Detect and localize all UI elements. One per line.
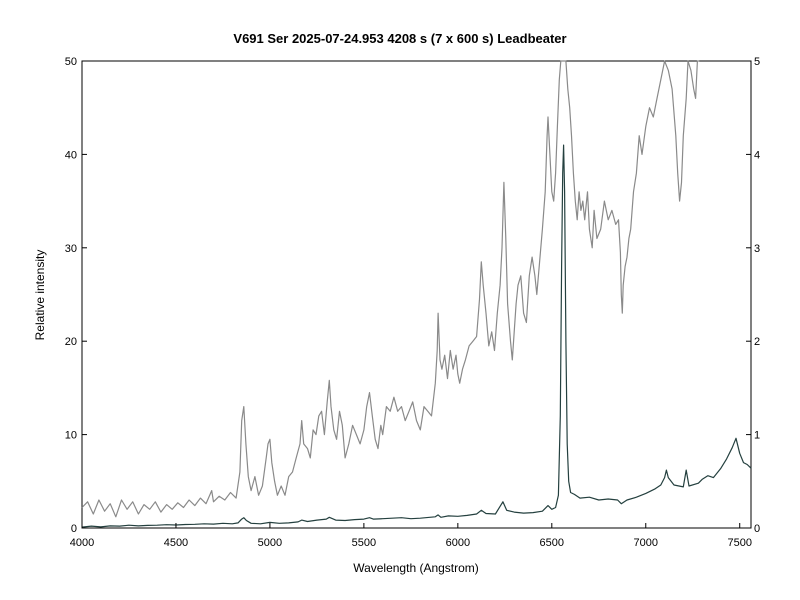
y-tick-label: 0 <box>71 523 77 535</box>
y-axis-label: Relative intensity <box>33 250 47 341</box>
x-tick-label: 5500 <box>352 537 376 549</box>
y2-tick-label: 0 <box>754 523 760 535</box>
x-tick-label: 5000 <box>258 537 282 549</box>
y2-tick-label: 5 <box>754 56 760 68</box>
x-tick-label: 4000 <box>70 537 94 549</box>
chart-title: V691 Ser 2025-07-24.953 4208 s (7 x 600 … <box>233 31 566 46</box>
x-tick-label: 7000 <box>634 537 658 549</box>
y-tick-label: 20 <box>65 336 77 348</box>
y2-tick-label: 2 <box>754 336 760 348</box>
y2-tick-label: 4 <box>754 149 760 161</box>
x-tick-label: 7500 <box>727 537 751 549</box>
y2-tick-label: 3 <box>754 243 760 255</box>
x-axis: 4000 4500 5000 5500 6000 6500 7000 7500 <box>70 523 752 549</box>
y2-tick-label: 1 <box>754 430 760 442</box>
series-line-1 <box>81 60 700 518</box>
plot-area <box>81 60 752 529</box>
y-axis-left: 0 10 20 30 40 50 <box>65 56 87 535</box>
y-tick-label: 50 <box>65 56 77 68</box>
y-tick-label: 40 <box>65 149 77 161</box>
series-layer <box>81 60 752 528</box>
y-tick-label: 10 <box>65 430 77 442</box>
x-tick-label: 4500 <box>164 537 188 549</box>
x-axis-label: Wavelength (Angstrom) <box>353 561 479 575</box>
x-tick-label: 6500 <box>540 537 564 549</box>
y-tick-label: 30 <box>65 243 77 255</box>
x-tick-label: 6000 <box>446 537 470 549</box>
series-line-2 <box>81 144 752 528</box>
y-axis-right: 0 1 2 3 4 5 <box>746 56 760 535</box>
